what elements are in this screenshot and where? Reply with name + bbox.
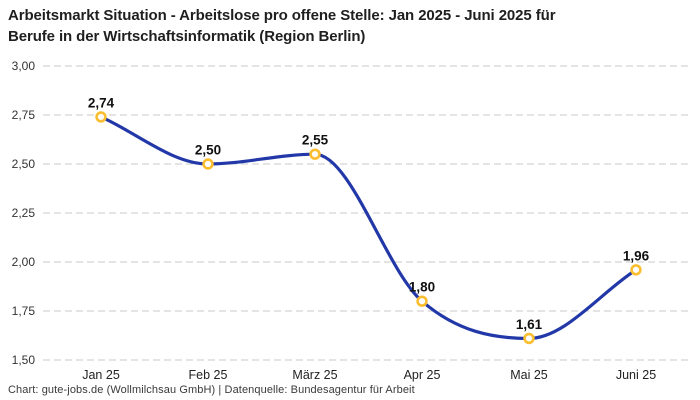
data-point-label: 2,55 (302, 133, 329, 148)
x-tick-label: Mai 25 (510, 368, 548, 382)
data-point-marker[interactable] (202, 158, 214, 170)
y-tick-label: 3,00 (12, 59, 36, 73)
data-point-label: 2,74 (88, 95, 115, 110)
data-point-marker[interactable] (95, 111, 107, 123)
y-tick-label: 2,75 (12, 108, 36, 122)
chart-title-line2: Berufe in der Wirtschaftsinformatik (Reg… (8, 28, 366, 45)
chart-title-line1: Arbeitsmarkt Situation - Arbeitslose pro… (8, 7, 556, 24)
trend-line (99, 115, 638, 341)
chart-title: Arbeitsmarkt Situation - Arbeitslose pro… (8, 5, 663, 47)
data-point-label: 1,61 (516, 317, 543, 332)
x-tick-label: Feb 25 (189, 368, 228, 382)
y-tick-label: 1,50 (12, 353, 36, 367)
y-tick-label: 1,75 (12, 304, 36, 318)
x-tick-label: Juni 25 (616, 368, 656, 382)
chart-credit: Chart: gute-jobs.de (Wollmilchsau GmbH) … (8, 384, 415, 396)
data-point-marker[interactable] (630, 264, 642, 276)
data-point-marker[interactable] (523, 332, 535, 345)
data-point-label: 2,50 (195, 143, 221, 158)
data-point-label: 1,80 (409, 280, 435, 295)
data-point-marker[interactable] (309, 148, 321, 160)
x-tick-label: Jan 25 (82, 368, 120, 382)
data-point-label: 1,96 (623, 248, 650, 263)
y-tick-label: 2,25 (12, 206, 36, 220)
y-tick-label: 2,50 (12, 157, 36, 171)
y-tick-label: 2,00 (12, 255, 36, 269)
data-point-marker[interactable] (416, 295, 428, 307)
x-tick-label: Apr 25 (404, 368, 441, 382)
x-tick-label: März 25 (292, 368, 337, 382)
